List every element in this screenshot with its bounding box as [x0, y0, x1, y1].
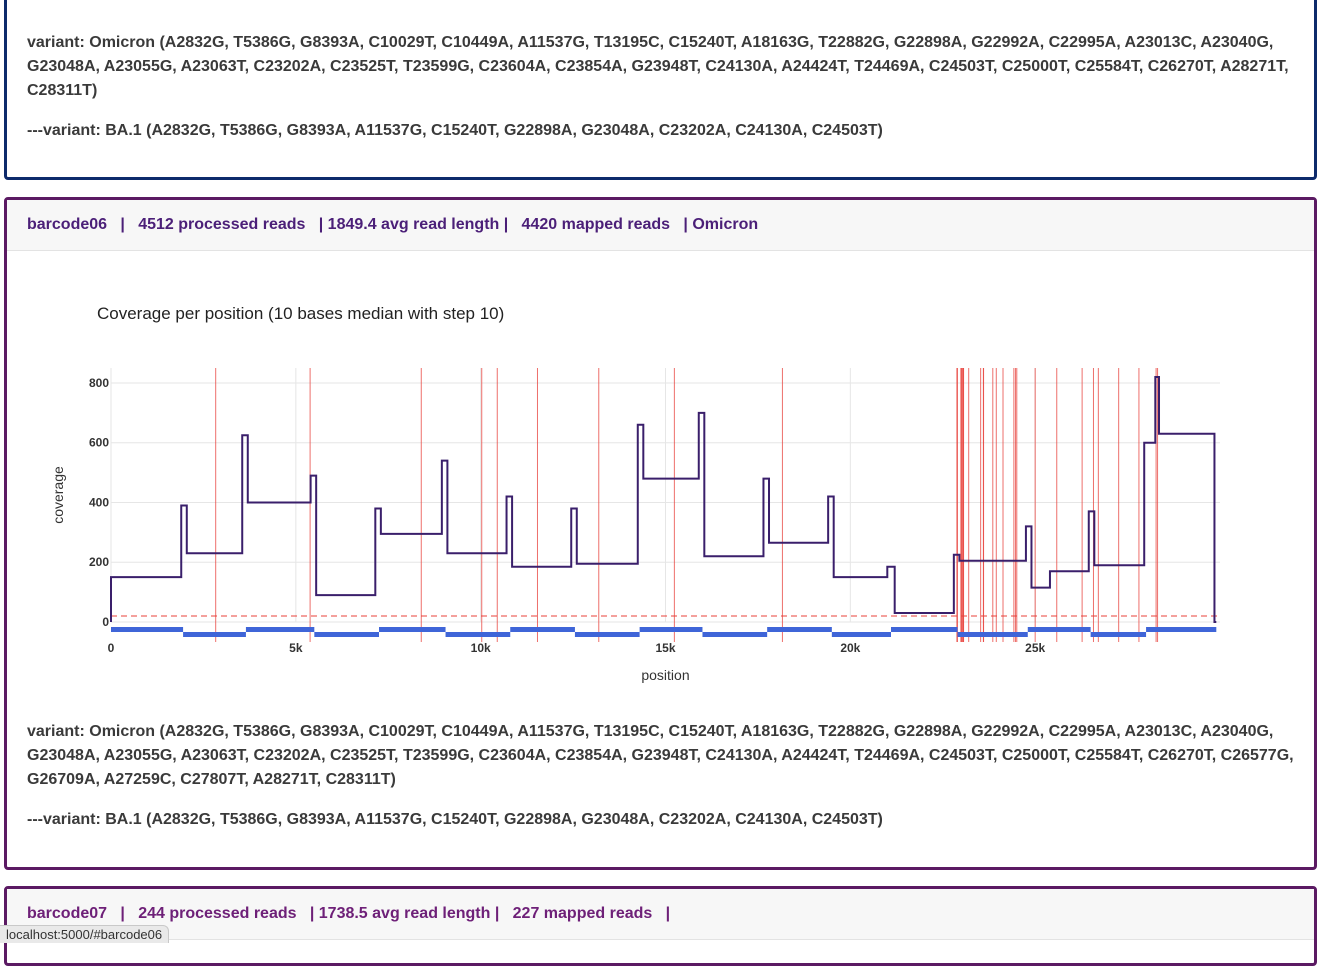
barcode06-header[interactable]: barcode06 | 4512 processed reads | 1849.…: [7, 200, 1314, 251]
amplicon-bar: [183, 632, 246, 637]
x-tick-label: 15k: [655, 641, 675, 655]
y-tick-label: 200: [89, 555, 109, 569]
subvariant-line: ---variant: BA.1 (A2832G, T5386G, G8393A…: [27, 811, 883, 828]
amplicon-bar: [831, 632, 891, 637]
x-tick-label: 5k: [289, 641, 303, 655]
x-tick-label: 10k: [471, 641, 491, 655]
amplicon-bar: [445, 632, 511, 637]
amplicon-bar: [1027, 627, 1091, 632]
amplicon-bar: [314, 632, 380, 637]
amplicon-bar: [702, 632, 768, 637]
y-axis-title: coverage: [50, 466, 66, 524]
x-tick-label: 0: [108, 641, 115, 655]
barcode07-header[interactable]: barcode07 | 244 processed reads | 1738.5…: [7, 889, 1314, 940]
coverage-line: [110, 375, 1217, 623]
amplicon-bar: [510, 627, 575, 632]
x-axis-title: position: [641, 667, 689, 683]
amplicon-bar: [1146, 627, 1217, 632]
y-tick-label: 400: [89, 495, 109, 509]
amplicon-bar: [767, 627, 832, 632]
variant-line: variant: Omicron (A2832G, T5386G, G8393A…: [27, 34, 1289, 99]
y-tick-label: 0: [102, 615, 109, 629]
amplicon-bar: [574, 632, 640, 637]
amplicon-bar: [957, 632, 1028, 637]
amplicon-bar: [379, 627, 446, 632]
coverage-chart[interactable]: 0 5k 10k 15k 20k 25k 0 200 400 600 800 position cove…: [7, 350, 1307, 810]
y-tick-label: 800: [89, 376, 109, 390]
amplicon-bar: [639, 627, 703, 632]
barcode06-card: barcode06 | 4512 processed reads | 1849.…: [4, 197, 1317, 870]
status-bar-url: localhost:5000/#barcode06: [0, 925, 170, 943]
amplicon-bar: [111, 627, 184, 632]
amplicon-bar: [1090, 632, 1147, 637]
amplicon-bar: [890, 627, 958, 632]
x-tick-label: 25k: [1025, 641, 1045, 655]
x-tick-label: 20k: [840, 641, 860, 655]
barcode07-card: barcode07 | 244 processed reads | 1738.5…: [4, 886, 1317, 966]
y-tick-label: 600: [89, 436, 109, 450]
variant-line: variant: Omicron (A2832G, T5386G, G8393A…: [27, 723, 1294, 788]
amplicon-bar: [245, 627, 315, 632]
subvariant-line: ---variant: BA.1 (A2832G, T5386G, G8393A…: [27, 122, 883, 139]
top-variant-card: variant: Omicron (A2832G, T5386G, G8393A…: [4, 0, 1317, 180]
chart-title: Coverage per position (10 bases median w…: [97, 304, 505, 323]
